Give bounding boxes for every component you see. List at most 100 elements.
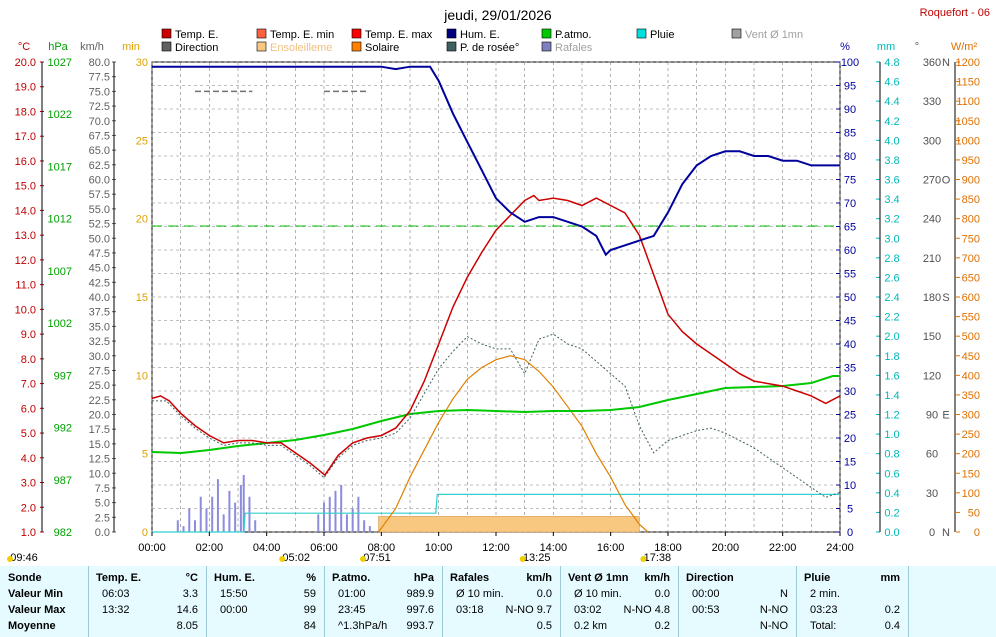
stats-cell-time: 00:00 [692,588,720,600]
stats-cell-value: 3.3 [182,588,198,600]
humidity-axis-label: 25 [844,410,856,422]
x-axis-label: 22:00 [769,542,797,554]
stats-cell-value: 997.6 [406,604,434,616]
solar-axis-label: 650 [962,272,980,284]
pressure-axis-label: 1017 [48,161,72,173]
event-time-label: 07:51 [363,552,391,564]
axis-unit-label: °C [18,41,30,53]
station-name[interactable]: Roquefort - 06 [920,7,990,19]
stats-column-unit: hPa [413,572,434,584]
stats-cell-time: 01:00 [338,588,366,600]
rain-axis-label: 0.2 [884,507,899,519]
legend-swatch [351,41,362,52]
temp-axis-label: 10.0 [15,304,36,316]
solar-axis-label: 1100 [956,96,980,108]
solar-axis-label: 200 [962,449,980,461]
rain-axis-label: 3.4 [884,194,899,206]
x-axis-label: 06:00 [310,542,338,554]
solar-axis-label: 300 [962,410,980,422]
direction-compass-label: N [942,57,950,69]
wind-axis-label: 7.5 [95,483,110,495]
legend-swatch [446,41,457,52]
event-time-label: 05:02 [282,552,310,564]
pressure-axis-label: 987 [54,475,72,487]
stats-cell-time: 00:53 [692,604,720,616]
rain-axis-label: 0.8 [884,449,899,461]
solar-axis-label: 1150 [956,77,980,89]
temp-axis-label: 2.0 [21,502,36,514]
x-axis-label: 04:00 [253,542,281,554]
humidity-axis-label: 35 [844,363,856,375]
rain-axis-label: 3.2 [884,214,899,226]
legend-swatch [256,41,267,52]
direction-axis-label: 0 [929,527,935,539]
temp-axis-label: 1.0 [21,527,36,539]
stats-column: Sonde Valeur Min Valeur Max Moyenne [0,566,89,637]
sun-event-marker [7,556,13,562]
wind-axis-label: 2.5 [95,512,110,524]
rain-axis-label: 4.8 [884,57,899,69]
x-axis-label: 08:00 [368,542,396,554]
solar-axis-label: 850 [962,194,980,206]
rain-line [152,493,840,533]
sun-event-marker [360,556,367,562]
solar-axis-label: 1050 [956,116,980,128]
wind-axis-label: 0.0 [95,527,110,539]
stats-cell-value: 59 [303,588,316,600]
legend-label: Temp. E. max [365,29,433,41]
rain-axis-label: 3.6 [884,175,899,187]
rain-axis-label: 1.0 [884,429,899,441]
humidity-axis-label: 10 [844,480,856,492]
wind-axis-label: 17.5 [89,424,110,436]
temperature-line [151,194,841,477]
wind-axis-label: 75.0 [89,86,110,98]
pressure-axis-label: 982 [54,527,72,539]
rain-axis-label: 2.4 [884,292,899,304]
humidity-axis-label: 15 [844,457,856,469]
stats-row-label: Moyenne [8,620,56,632]
rain-axis-label: 1.6 [884,370,899,382]
pressure-axis-label: 992 [54,423,72,435]
direction-axis-label: 30 [926,488,938,500]
direction-axis-label: 240 [923,214,941,226]
stats-cell-time: Total: [810,620,837,632]
stats-cell-value: 993.7 [406,620,434,632]
rain-axis-label: 2.2 [884,312,899,324]
wind-axis-label: 62.5 [89,160,110,172]
stats-column-title: P.atmo. [332,572,371,584]
stats-column-unit: °C [185,572,198,584]
temp-axis-label: 12.0 [15,255,36,267]
solar-axis-label: 450 [962,351,980,363]
humidity-axis-label: 85 [844,128,856,140]
x-axis-label: 02:00 [196,542,224,554]
axis-unit-label: mm [877,41,895,53]
wind-axis-label: 80.0 [89,57,110,69]
humidity-axis-label: 95 [844,81,856,93]
wind-axis-label: 22.5 [89,395,110,407]
stats-column-title: Direction [686,572,734,584]
direction-axis-label: 300 [923,135,941,147]
temp-axis-label: 15.0 [15,181,36,193]
x-axis-label: 20:00 [712,542,740,554]
stats-row-label: Valeur Min [8,588,64,600]
x-axis-label: 24:00 [826,542,854,554]
stats-cell-value: N-NO 9.7 [505,604,552,616]
rain-axis-label: 4.0 [884,135,899,147]
rain-axis-label: 3.0 [884,233,899,245]
chart-title: jeudi, 29/01/2026 [443,7,552,23]
solar-axis-label: 750 [962,233,980,245]
sun-event-marker [279,556,286,562]
wind-axis-label: 72.5 [89,101,110,113]
stats-cell-time: 06:03 [102,588,130,600]
stats-cell-time: Ø 10 min. [456,588,504,600]
stats-cell-time: 23:45 [338,604,366,616]
legend-swatch [446,28,457,39]
direction-axis-label: 90 [926,410,938,422]
wind-axis-label: 12.5 [89,454,110,466]
weather-chart: 20.0 19.0 18.0 17.0 16.0 15.0 14.0 13.0 12.0 11.0… [7,7,990,564]
stats-cell-value: 0.0 [536,588,552,600]
wind-axis-label: 10.0 [89,468,110,480]
direction-axis-label: 330 [923,96,941,108]
legend-label: Rafales [555,42,593,54]
